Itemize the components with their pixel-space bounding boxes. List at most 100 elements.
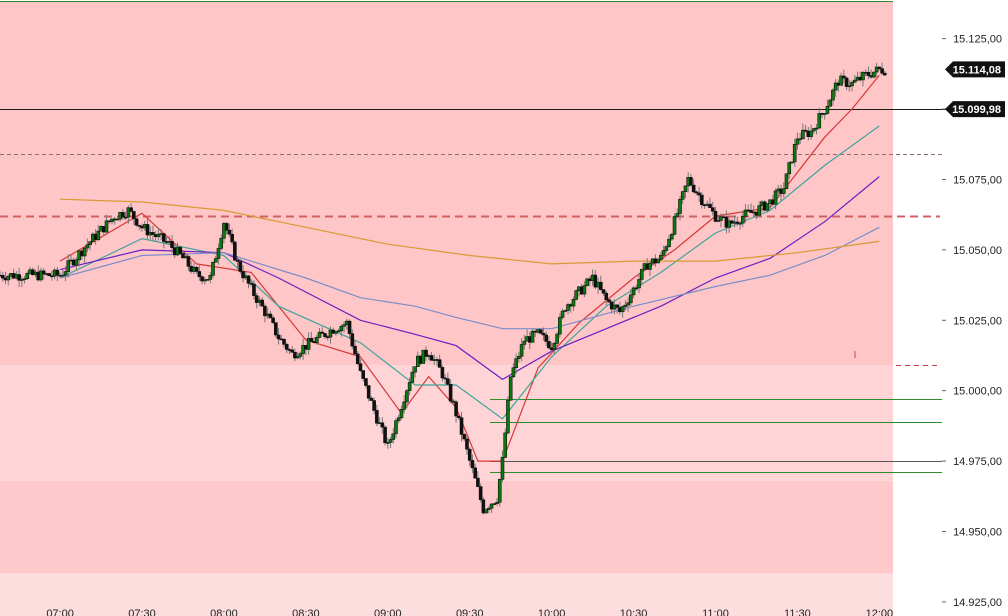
x-tick-label: 07:30 — [128, 608, 156, 616]
candle-body — [25, 272, 30, 280]
candle-body — [380, 422, 385, 428]
candle-body — [437, 359, 442, 368]
candle-body — [795, 138, 800, 145]
candle-body — [847, 85, 852, 88]
candle-body — [413, 366, 417, 373]
candle-body — [350, 333, 355, 347]
candle-body — [710, 207, 715, 212]
candle-body — [489, 503, 494, 509]
candle-body — [145, 224, 150, 236]
x-tick-label: 12:00 — [866, 608, 894, 616]
candle-body — [66, 260, 71, 272]
candle-body — [675, 213, 680, 217]
y-tick-label: 14.925,00 — [953, 597, 1002, 609]
candle-body — [197, 271, 202, 277]
candle-body — [842, 75, 846, 79]
last-price-label: 15.114,08 — [953, 64, 1001, 76]
candle-body — [254, 295, 259, 303]
y-tick-label: 15.050,00 — [953, 245, 1002, 257]
candle-body — [22, 278, 27, 281]
candle-body — [492, 503, 497, 505]
candle-body — [500, 456, 505, 480]
candle-body — [271, 317, 275, 323]
candle-body — [495, 501, 499, 504]
candle-body — [738, 222, 742, 225]
levels-layer — [0, 109, 950, 473]
candle-body — [361, 370, 366, 379]
y-tick-label: 14.975,00 — [953, 456, 1002, 468]
candle-body — [238, 261, 243, 272]
candle-body — [530, 330, 535, 343]
candle-body — [839, 75, 843, 86]
candle-body — [691, 184, 696, 193]
candle-body — [727, 220, 731, 228]
candle-body — [831, 89, 835, 101]
candle-body — [476, 477, 480, 487]
candle-body — [216, 248, 221, 259]
candle-body — [317, 331, 322, 338]
candle-body — [63, 271, 68, 276]
y-tick-label: 15.025,00 — [953, 315, 1002, 327]
candle-body — [353, 345, 357, 355]
candle-body — [547, 341, 551, 349]
candle-body — [162, 233, 166, 242]
candle-body — [669, 234, 674, 240]
candle-body — [268, 313, 273, 319]
candle-body — [792, 143, 797, 163]
candle-body — [55, 269, 60, 276]
candle-body — [137, 224, 142, 227]
candle-body — [424, 349, 428, 357]
candle-body — [372, 400, 376, 411]
candle-body — [582, 285, 587, 295]
candle-body — [713, 210, 718, 222]
candle-body — [719, 216, 723, 221]
candle-body — [801, 129, 805, 140]
candle-body — [293, 351, 297, 359]
candle-body — [355, 353, 360, 364]
candle-body — [104, 220, 109, 233]
x-tick-label: 09:30 — [456, 608, 484, 616]
x-tick-label: 10:00 — [538, 608, 566, 616]
candle-body — [306, 338, 311, 350]
candle-body — [320, 331, 325, 334]
candle-body — [765, 203, 770, 211]
candle-body — [440, 367, 445, 379]
candle-body — [186, 256, 191, 267]
zone-band — [0, 2, 893, 366]
candle-body — [607, 299, 611, 303]
candle-body — [399, 409, 404, 419]
candle-body — [41, 270, 46, 275]
candle-body — [850, 81, 854, 87]
candle-body — [274, 322, 278, 336]
candle-body — [402, 401, 406, 410]
candle-body — [741, 216, 745, 224]
candle-body — [181, 253, 185, 259]
candle-body — [405, 390, 409, 403]
candle-body — [134, 218, 139, 226]
candle-body — [880, 68, 884, 74]
candle-body — [110, 218, 114, 223]
candle-body — [757, 205, 761, 216]
candle-body — [178, 246, 183, 254]
candle-body — [391, 433, 396, 440]
candle-body — [514, 358, 518, 369]
candle-body — [347, 320, 352, 334]
candle-body — [544, 334, 548, 342]
candle-body — [661, 250, 666, 256]
candle-body — [170, 241, 174, 248]
candle-body — [585, 278, 589, 286]
candle-body — [522, 340, 527, 345]
candle-body — [451, 400, 456, 403]
candle-body — [211, 261, 215, 276]
candle-body — [443, 377, 447, 380]
candle-body — [629, 294, 633, 304]
candle-body — [598, 281, 603, 290]
candle-body — [601, 289, 606, 294]
moving-average-line — [60, 198, 880, 265]
candle-body — [276, 334, 281, 340]
candle-body — [680, 191, 685, 200]
candle-body — [336, 330, 341, 333]
candle-body — [394, 420, 398, 435]
candle-body — [213, 258, 218, 263]
